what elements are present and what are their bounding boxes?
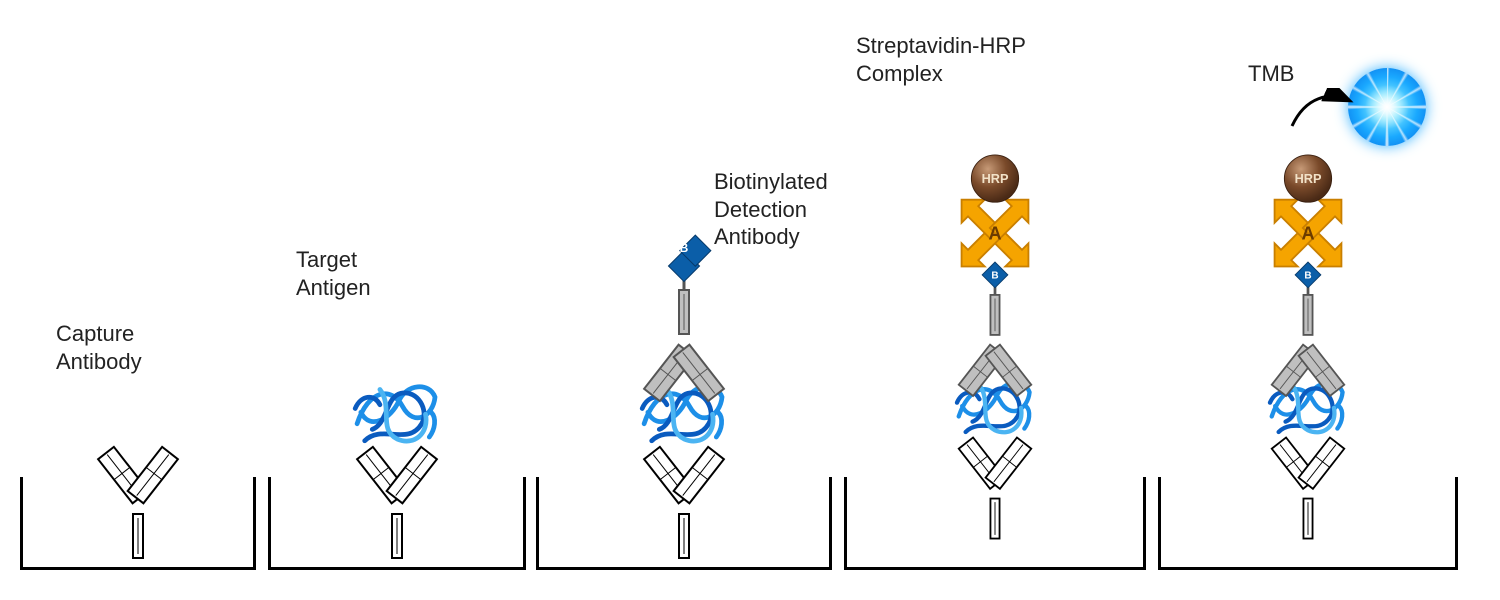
capture-antibody-icon	[98, 447, 178, 558]
capture-antibody-icon	[644, 447, 724, 558]
label-capture-antibody: Capture Antibody	[56, 320, 142, 375]
panel-5	[1158, 30, 1458, 570]
capture-antibody-icon	[357, 447, 437, 558]
hrp-icon	[971, 155, 1018, 202]
stack-3	[584, 234, 784, 564]
stack-2	[297, 364, 497, 564]
stack-5	[1208, 124, 1408, 564]
biotin-icon	[668, 235, 710, 281]
panel-1	[20, 30, 256, 570]
detection-antibody-icon	[959, 295, 1032, 396]
capture-antibody-icon	[959, 438, 1032, 539]
panel-3	[536, 30, 832, 570]
detection-antibody-icon	[1272, 295, 1345, 396]
stack-4	[895, 124, 1095, 564]
hrp-icon	[1284, 155, 1331, 202]
signal-burst-icon	[1348, 68, 1426, 146]
antigen-icon	[355, 387, 435, 441]
biotin-icon	[1295, 262, 1321, 288]
label-streptavidin-hrp: Streptavidin-HRP Complex	[856, 32, 1026, 87]
label-target-antigen: Target Antigen	[296, 246, 371, 301]
biotin-icon	[982, 262, 1008, 288]
tmb-arrow-icon	[1286, 88, 1356, 138]
stack-1	[38, 434, 238, 564]
detection-antibody-icon	[644, 290, 724, 401]
label-tmb: TMB	[1248, 60, 1294, 88]
capture-antibody-icon	[1272, 438, 1345, 539]
label-detection-antibody: Biotinylated Detection Antibody	[714, 168, 828, 251]
panel-4	[844, 30, 1146, 570]
